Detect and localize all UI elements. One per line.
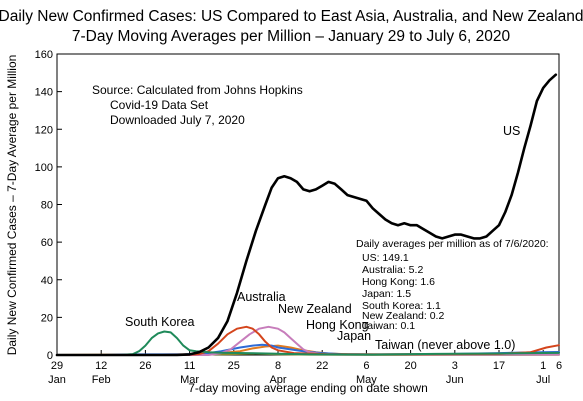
- series-line-south-korea: [56, 330, 560, 356]
- average-hong-kong: Hong Kong: 1.6: [362, 276, 435, 288]
- y-tick-label: 100: [35, 162, 53, 174]
- chart-title: Daily New Confirmed Cases: US Compared t…: [0, 8, 583, 25]
- y-tick-label: 40: [41, 275, 53, 287]
- average-us: US: 149.1: [362, 252, 409, 264]
- x-tick-label: 3: [452, 360, 458, 372]
- x-tick-month-label: Jul: [536, 374, 550, 386]
- y-tick-label: 0: [47, 350, 53, 362]
- x-tick-label: 17: [493, 360, 505, 372]
- source-note-line-1: Source: Calculated from Johns Hopkins: [92, 83, 303, 97]
- x-tick-label: 6: [363, 360, 369, 372]
- x-tick-month-label: Apr: [269, 374, 286, 386]
- y-tick-label: 120: [35, 124, 53, 136]
- series-line-us: [55, 73, 558, 357]
- x-tick-label: 12: [95, 360, 107, 372]
- x-tick-label: 22: [316, 360, 328, 372]
- series-lines: [55, 73, 560, 357]
- y-tick-label: 60: [41, 237, 53, 249]
- x-tick-month-label: Mar: [180, 374, 199, 386]
- source-note-line-3: Downloaded July 7, 2020: [110, 113, 245, 127]
- x-tick-label: 26: [139, 360, 151, 372]
- x-tick-month-label: Jan: [48, 374, 66, 386]
- series-label-new-zealand: New Zealand: [278, 302, 352, 316]
- average-new-zealand: New Zealand: 0.2: [362, 310, 444, 322]
- y-axis-ticks: 0 20 40 60 80 100 120 140 160: [35, 49, 62, 362]
- x-axis-label: 7-day moving average ending on date show…: [188, 381, 428, 395]
- y-tick-label: 140: [35, 87, 53, 99]
- x-tick-label: 20: [404, 360, 416, 372]
- x-tick-label: 29: [51, 360, 63, 372]
- x-tick-month-label: May: [356, 374, 377, 386]
- average-south-korea: South Korea: 1.1: [362, 300, 441, 312]
- x-tick-label: 25: [228, 360, 240, 372]
- y-tick-label: 80: [41, 200, 53, 212]
- x-tick-month-label: Feb: [92, 374, 111, 386]
- x-tick-label: 6: [556, 360, 562, 372]
- average-australia: Australia: 5.2: [362, 264, 423, 276]
- average-taiwan: Taiwan: 0.1: [362, 320, 415, 332]
- source-note-line-2: Covid-19 Data Set: [110, 98, 209, 112]
- series-label-us: US: [503, 124, 520, 138]
- y-axis-label: Daily New Confirmed Cases – 7-Day Averag…: [5, 55, 19, 356]
- chart-subtitle: 7-Day Moving Averages per Million – Janu…: [72, 28, 511, 45]
- series-label-australia: Australia: [237, 290, 286, 304]
- x-tick-label: 1: [540, 360, 546, 372]
- averages-heading: Daily averages per million as of 7/6/202…: [356, 238, 549, 250]
- series-label-japan: Japan: [337, 329, 371, 343]
- x-tick-label: 8: [275, 360, 281, 372]
- y-tick-label: 160: [35, 49, 53, 61]
- x-tick-month-label: Jun: [446, 374, 464, 386]
- series-label-hong-kong: Hong Kong: [306, 318, 369, 332]
- x-tick-label: 11: [184, 360, 195, 372]
- series-label-south-korea: South Korea: [125, 315, 195, 329]
- series-label-taiwan: Taiwan (never above 1.0): [375, 338, 515, 352]
- y-tick-label: 20: [41, 312, 53, 324]
- average-japan: Japan: 1.5: [362, 288, 411, 300]
